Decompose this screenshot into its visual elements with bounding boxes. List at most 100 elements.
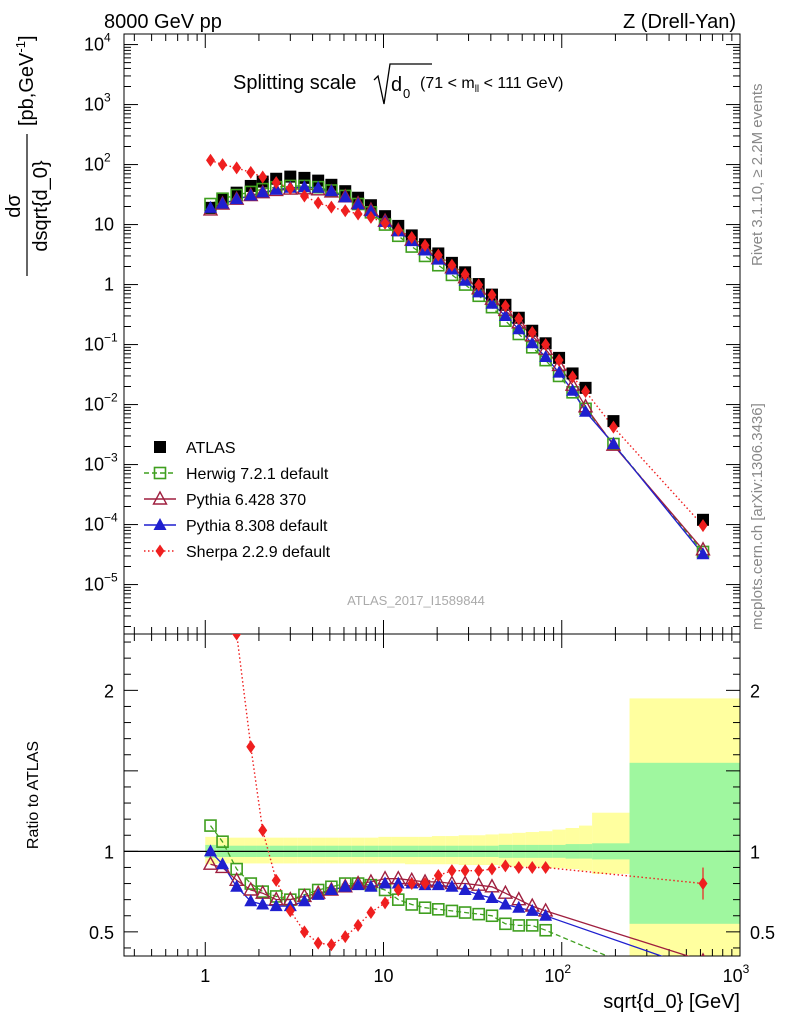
data-point-filled-diamond (340, 930, 350, 944)
plot-title-radicand: d (391, 74, 402, 96)
data-point-filled-triangle (606, 437, 620, 450)
data-point-open-square (458, 906, 472, 919)
data-point-filled-diamond (541, 860, 551, 874)
data-point-filled-diamond (232, 634, 242, 641)
herwig-ratio-line (209, 825, 609, 956)
ylabel-unit-end: ] (16, 35, 38, 41)
plot-title-main: Splitting scale (233, 72, 356, 94)
data-point-filled-diamond (487, 862, 497, 876)
ylabel-unit: [pb,GeV (16, 52, 38, 126)
data-point-filled-triangle (244, 188, 258, 201)
data-point-filled-diamond (420, 877, 430, 891)
data-point-filled-triangle (539, 350, 553, 363)
data-point-filled-diamond (474, 864, 484, 878)
data-point-filled-square (154, 441, 166, 453)
data-point-filled-triangle (204, 200, 218, 213)
data-point-filled-triangle (364, 879, 378, 892)
data-point-filled-diamond (326, 200, 336, 214)
x-tick-label: 103 (723, 962, 750, 986)
y-tick-label-main: 10−4 (84, 511, 118, 535)
y-tick-label-main: 10−5 (84, 571, 118, 595)
sherpa-ratio-markers (232, 634, 708, 952)
data-point-filled-triangle (498, 308, 512, 321)
y-tick-label-ratio-right: 0.5 (750, 923, 775, 943)
ratio-plot-frame (123, 633, 741, 957)
data-point-filled-diamond (447, 258, 457, 272)
data-point-filled-diamond (299, 925, 309, 939)
data-point-filled-diamond (353, 918, 363, 932)
data-point-filled-triangle (512, 900, 526, 913)
data-point-filled-diamond (155, 544, 165, 558)
legend-label: ATLAS (186, 440, 236, 457)
data-point-filled-triangle (391, 876, 405, 889)
data-point-filled-diamond (500, 859, 510, 873)
plot-title-range: (71 < m (420, 75, 475, 92)
data-point-filled-square (284, 170, 297, 183)
data-point-filled-triangle (445, 879, 459, 892)
data-point-filled-diamond (393, 883, 403, 897)
data-point-filled-triangle (230, 879, 244, 892)
ylabel-unit-sup: -1 (13, 41, 28, 53)
data-point-open-square (405, 898, 419, 911)
main-series (202, 153, 711, 560)
data-point-filled-triangle (338, 879, 352, 892)
sherpa-markers (206, 153, 708, 533)
x-axis-label: sqrt{d_0} [GeV] (603, 991, 740, 1013)
data-point-filled-triangle (324, 184, 338, 197)
ratio-series (202, 634, 708, 956)
data-point-filled-triangle (485, 296, 499, 309)
data-point-filled-diamond (258, 170, 268, 184)
data-point-filled-diamond (326, 938, 336, 952)
data-point-open-square (512, 919, 526, 932)
data-point-filled-diamond (232, 161, 242, 175)
data-point-filled-diamond (258, 823, 268, 837)
plot-title: Splitting scale d 0 (71 < mll < 111 GeV) (233, 63, 563, 105)
data-point-filled-diamond (447, 864, 457, 878)
data-point-open-square (432, 903, 445, 916)
axis-ticks (124, 34, 741, 956)
data-point-filled-triangle (216, 857, 230, 870)
data-point-filled-triangle (256, 185, 270, 198)
data-point-filled-diamond (393, 223, 403, 237)
data-point-filled-square (312, 174, 325, 187)
data-point-open-square (216, 835, 229, 848)
data-point-filled-diamond (514, 312, 524, 326)
legend: ATLAS Herwig 7.2.1 default Pythia 6.428 37… (144, 440, 331, 561)
data-point-filled-diamond (698, 519, 708, 533)
data-point-open-triangle (152, 490, 168, 505)
data-point-filled-diamond (608, 420, 618, 434)
data-point-filled-triangle (256, 897, 270, 910)
main-y-axis-label: dσ dsqrt{d_0} [pb,GeV-1] (3, 35, 52, 276)
data-point-open-square (499, 917, 512, 931)
data-point-filled-triangle (498, 897, 512, 910)
data-point-open-square (244, 877, 258, 890)
y-tick-label-ratio: 1 (104, 842, 114, 862)
data-point-filled-diamond (313, 196, 323, 210)
data-point-filled-triangle (230, 192, 244, 205)
x-tick-label: 1 (200, 966, 210, 986)
data-point-filled-triangle (512, 322, 526, 335)
ylabel-denominator: dsqrt{d_0} (30, 160, 52, 252)
y-tick-label-ratio: 2 (104, 681, 114, 701)
process-label: Z (Drell-Yan) (623, 11, 736, 33)
data-point-filled-diamond (527, 860, 537, 874)
data-point-open-square (539, 923, 552, 937)
data-point-filled-diamond (474, 278, 484, 292)
y-tick-label-main: 103 (84, 91, 111, 115)
ratio-y-axis-label: Ratio to ATLAS (25, 741, 42, 849)
data-point-filled-diamond (487, 288, 497, 302)
data-point-filled-triangle (472, 285, 486, 298)
y-tick-label-main: 10−3 (84, 451, 118, 475)
data-point-filled-triangle (525, 903, 539, 916)
legend-label: Pythia 8.308 default (186, 518, 328, 535)
data-point-filled-triangle (297, 894, 311, 907)
data-point-filled-diamond (581, 385, 591, 399)
data-point-filled-triangle (696, 547, 710, 560)
data-point-filled-triangle (431, 878, 445, 891)
data-point-filled-triangle (539, 908, 553, 921)
legend-entry-pythia6: Pythia 6.428 370 (144, 490, 306, 509)
legend-entry-pythia8: Pythia 8.308 default (144, 518, 328, 535)
ylabel-numerator: dσ (3, 194, 25, 218)
data-point-filled-diamond (460, 864, 470, 878)
